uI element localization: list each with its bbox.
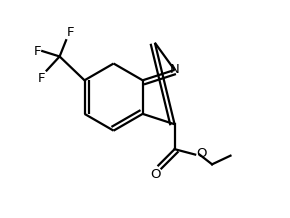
Text: F: F (38, 72, 46, 85)
Text: F: F (34, 44, 41, 58)
Text: O: O (196, 147, 207, 160)
Text: O: O (151, 168, 161, 181)
Text: F: F (67, 26, 75, 39)
Text: N: N (170, 63, 180, 77)
